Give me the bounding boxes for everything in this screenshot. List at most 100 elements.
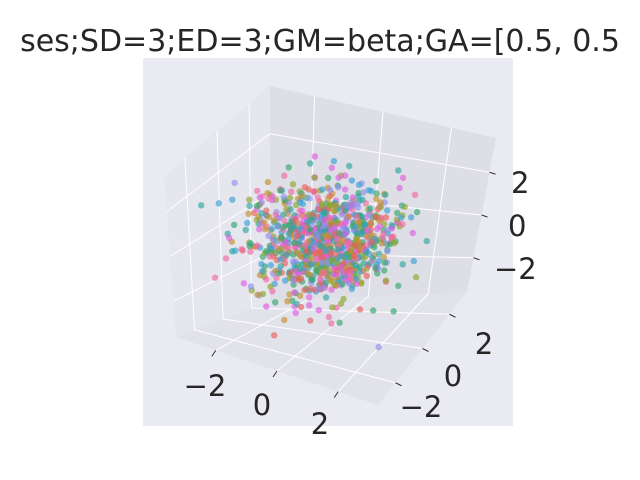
scatter-point (330, 157, 338, 165)
scatter-point (381, 267, 388, 274)
scatter-point (367, 219, 375, 227)
scatter-point (358, 230, 365, 238)
scatter-point (256, 194, 263, 201)
scatter-point (327, 276, 334, 283)
scatter-point (279, 223, 287, 231)
scatter-point (225, 234, 233, 242)
scatter-point (314, 194, 321, 201)
scatter-point (258, 210, 265, 217)
scatter-point (322, 294, 330, 301)
scatter-point (337, 300, 345, 307)
scatter-point (245, 210, 252, 217)
scatter-point (215, 200, 222, 207)
scatter-point (364, 227, 371, 234)
scatter-point (340, 270, 348, 277)
scatter-point (288, 269, 295, 276)
scatter-point (348, 246, 355, 253)
scatter-point (316, 248, 323, 255)
scatter-point (411, 191, 419, 198)
scatter-point (319, 186, 326, 193)
scatter-point (326, 214, 333, 221)
scatter-point (270, 253, 277, 260)
scatter-point (401, 203, 408, 210)
scatter-point (413, 208, 421, 216)
scatter-point (356, 306, 364, 313)
scatter-point (342, 207, 349, 215)
scatter-point (375, 250, 383, 257)
z-gridline-left-0 (166, 133, 271, 213)
scatter-point (380, 230, 387, 238)
scatter-point (306, 226, 314, 233)
scatter-point (353, 214, 361, 221)
scatter-point (378, 240, 385, 247)
scatter-point (273, 274, 280, 282)
scatter-point (263, 303, 270, 310)
scatter-point (336, 230, 343, 237)
z-tick-label-0: 2 (511, 166, 529, 200)
scatter-point (328, 286, 335, 293)
scatter-point (375, 343, 382, 351)
scatter-point (348, 202, 355, 209)
scatter-point (319, 253, 326, 261)
z-tick-mark-0 (489, 171, 496, 175)
scatter-point (346, 239, 353, 246)
scatter-point (368, 187, 375, 195)
scatter-point (283, 244, 291, 251)
scatter-point (362, 221, 369, 228)
scatter-point (339, 225, 346, 233)
scatter-point (327, 202, 334, 209)
scatter-point (370, 307, 377, 314)
scatter-point (254, 187, 261, 195)
scatter-point (253, 202, 261, 210)
x-tick-mark-2 (333, 391, 339, 398)
scatter-point (412, 274, 420, 281)
scatter-point (372, 264, 379, 272)
scatter-point (231, 179, 238, 186)
scatter-point (377, 203, 384, 211)
y-tick-mark-0 (395, 382, 402, 387)
scatter-point (373, 195, 380, 203)
scatter-point (267, 245, 274, 252)
scatter-point (271, 332, 278, 339)
scatter-point (409, 229, 416, 237)
scatter-point (328, 164, 335, 171)
scatter-point (374, 270, 381, 277)
scatter-point (295, 270, 302, 277)
scatter-point (276, 246, 283, 253)
scatter-point (281, 172, 288, 179)
scatter-point (283, 206, 290, 213)
scatter-point (269, 288, 276, 295)
scatter-point (423, 237, 430, 245)
scatter-point (384, 207, 391, 214)
scatter-point (384, 227, 391, 234)
scatter-point (399, 261, 406, 268)
scatter-point (352, 262, 359, 269)
scatter-point (305, 211, 312, 218)
scatter-point (301, 286, 308, 294)
scatter-point (354, 200, 361, 207)
scatter-point (229, 196, 236, 203)
scatter-point (272, 299, 279, 306)
scatter-point (347, 269, 354, 276)
z-tick-label-2: −2 (494, 252, 537, 286)
left-pane (164, 86, 270, 337)
scatter-point (296, 199, 304, 206)
scatter-point (256, 226, 263, 233)
scatter-point (341, 186, 349, 193)
y-gridline-floor-2 (251, 307, 450, 315)
scatter-point (378, 214, 385, 222)
scatter-point (335, 184, 342, 191)
scatter-point (289, 181, 297, 188)
scatter-point (283, 251, 290, 259)
scatter-point (264, 178, 272, 186)
scatter-point (324, 258, 331, 266)
scatter-point (333, 267, 341, 275)
tick-labels: −2 0 2 −2 0 2 2 0 −2 (184, 166, 537, 441)
scatter-point (358, 280, 365, 287)
scatter-point (222, 255, 230, 262)
scatter-point (307, 261, 315, 268)
scatter-point (278, 234, 285, 241)
scatter-point (306, 195, 313, 202)
scatter-point (382, 214, 390, 221)
scatter-point (321, 269, 328, 276)
